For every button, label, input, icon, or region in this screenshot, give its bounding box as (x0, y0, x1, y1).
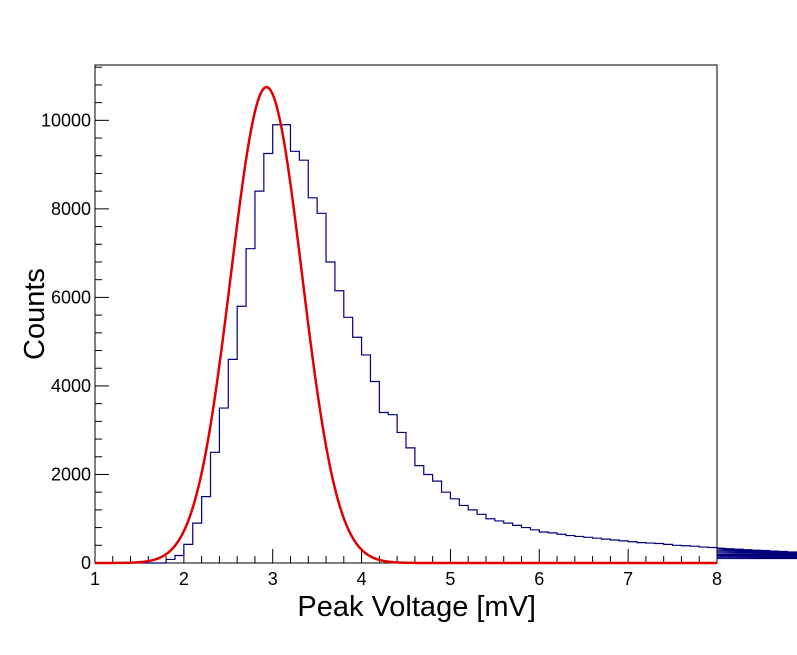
y-tick-label: 2000 (51, 464, 91, 484)
axis-tick-labels: 1 2 3 4 5 6 7 8 0 2000 4000 6000 8000 10000 (41, 110, 722, 589)
x-tick-label: 3 (268, 569, 278, 589)
axis-ticks (94, 66, 718, 564)
y-tick-label: 8000 (51, 199, 91, 219)
x-tick-label: 1 (90, 569, 100, 589)
y-tick-label: 10000 (41, 110, 91, 130)
y-tick-label: 4000 (51, 376, 91, 396)
x-axis-label: Peak Voltage [mV] (297, 591, 536, 623)
x-tick-label: 8 (712, 569, 722, 589)
x-tick-label: 7 (623, 569, 633, 589)
x-tick-label: 5 (445, 569, 455, 589)
x-tick-label: 4 (357, 569, 367, 589)
x-tick-label: 2 (179, 569, 189, 589)
plot-frame (94, 64, 718, 564)
y-tick-label: 0 (81, 553, 91, 573)
y-axis-label: Counts (19, 268, 51, 360)
histogram-series (95, 124, 797, 564)
gaussian-fit-curve (94, 85, 717, 565)
y-tick-label: 6000 (51, 287, 91, 307)
x-tick-label: 6 (534, 569, 544, 589)
